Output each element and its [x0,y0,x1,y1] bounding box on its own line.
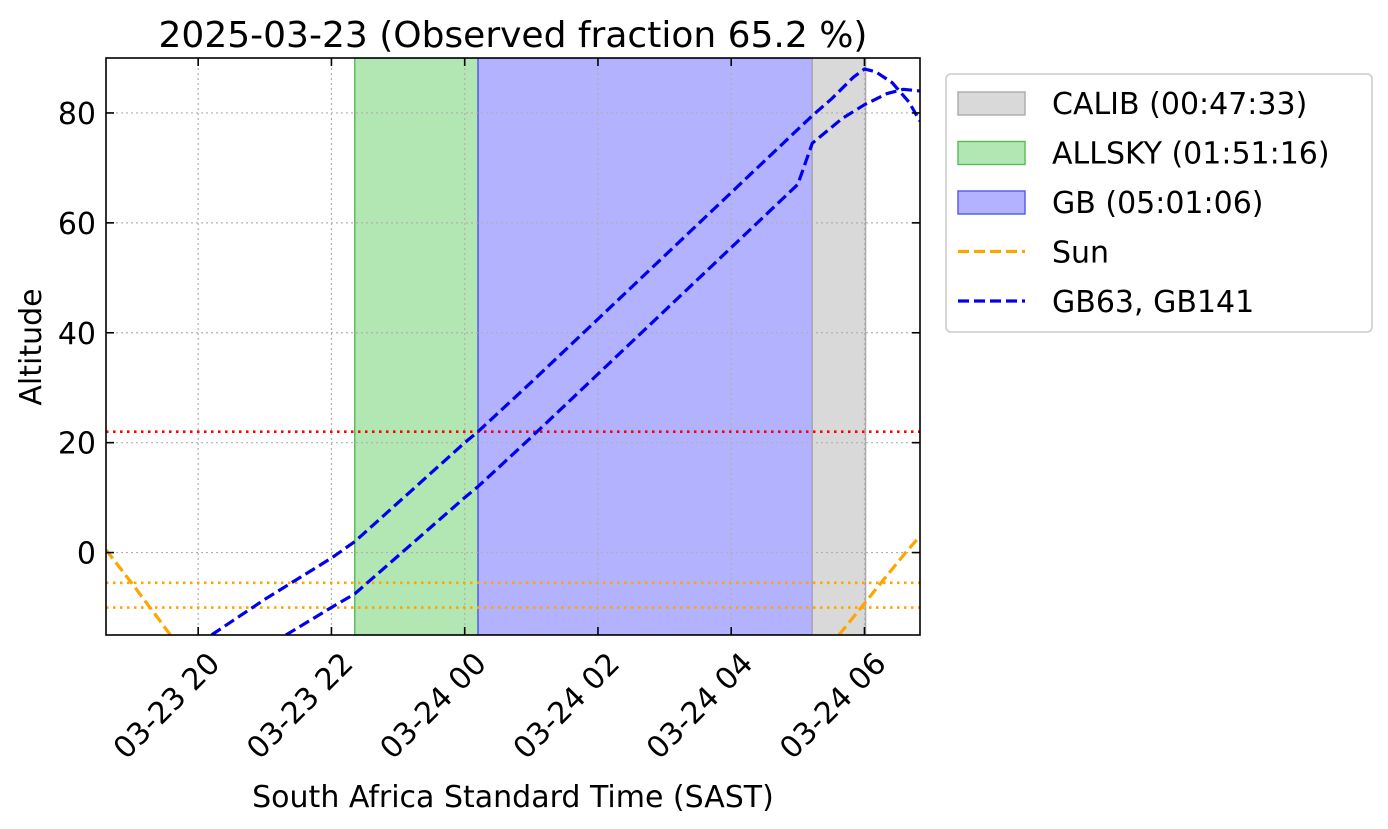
y-tick-label: 40 [58,317,96,352]
x-tick-label: 03-24 02 [507,646,627,766]
y-tick-label: 20 [58,427,96,462]
legend-swatch [957,140,1026,166]
span-calib [811,58,867,635]
y-axis-label: Altitude [14,288,49,405]
legend-label: CALIB (00:47:33) [1052,87,1307,122]
threshold-lines [106,430,920,609]
chart-title: 2025-03-23 (Observed fraction 65.2 %) [159,15,868,56]
x-axis-label: South Africa Standard Time (SAST) [252,780,774,815]
span-allsky [354,58,479,635]
legend-label: ALLSKY (01:51:16) [1052,137,1330,172]
legend-swatch [957,91,1026,116]
legend-label: GB63, GB141 [1052,285,1254,320]
legend-swatch [957,190,1026,215]
y-tick-label: 80 [58,97,96,132]
x-tick-label: 03-24 04 [640,646,760,766]
legend-box [945,73,1373,333]
legend-label: Sun [1052,236,1109,271]
plot-frame [105,57,921,636]
y-tick-label: 0 [77,537,96,572]
legend: CALIB (00:47:33) ALLSKY (01:51:16) GB (05:… [945,73,1373,333]
observation-spans [354,58,867,635]
altitude-series [106,67,920,635]
x-tick-label: 03-24 06 [773,646,893,766]
legend-label: GB (05:01:06) [1052,186,1264,221]
x-tick-label: 03-23 20 [107,646,227,766]
y-axis-ticks: 0 20 40 60 80 [58,97,920,572]
y-tick-label: 60 [58,207,96,242]
series-line-sun [106,548,172,635]
series-line-gb141 [285,87,920,635]
grid [106,58,920,635]
x-tick-label: 03-23 22 [240,646,360,766]
x-tick-label: 03-24 00 [373,646,493,766]
span-gb [477,58,813,635]
series-line-sun [837,535,920,635]
